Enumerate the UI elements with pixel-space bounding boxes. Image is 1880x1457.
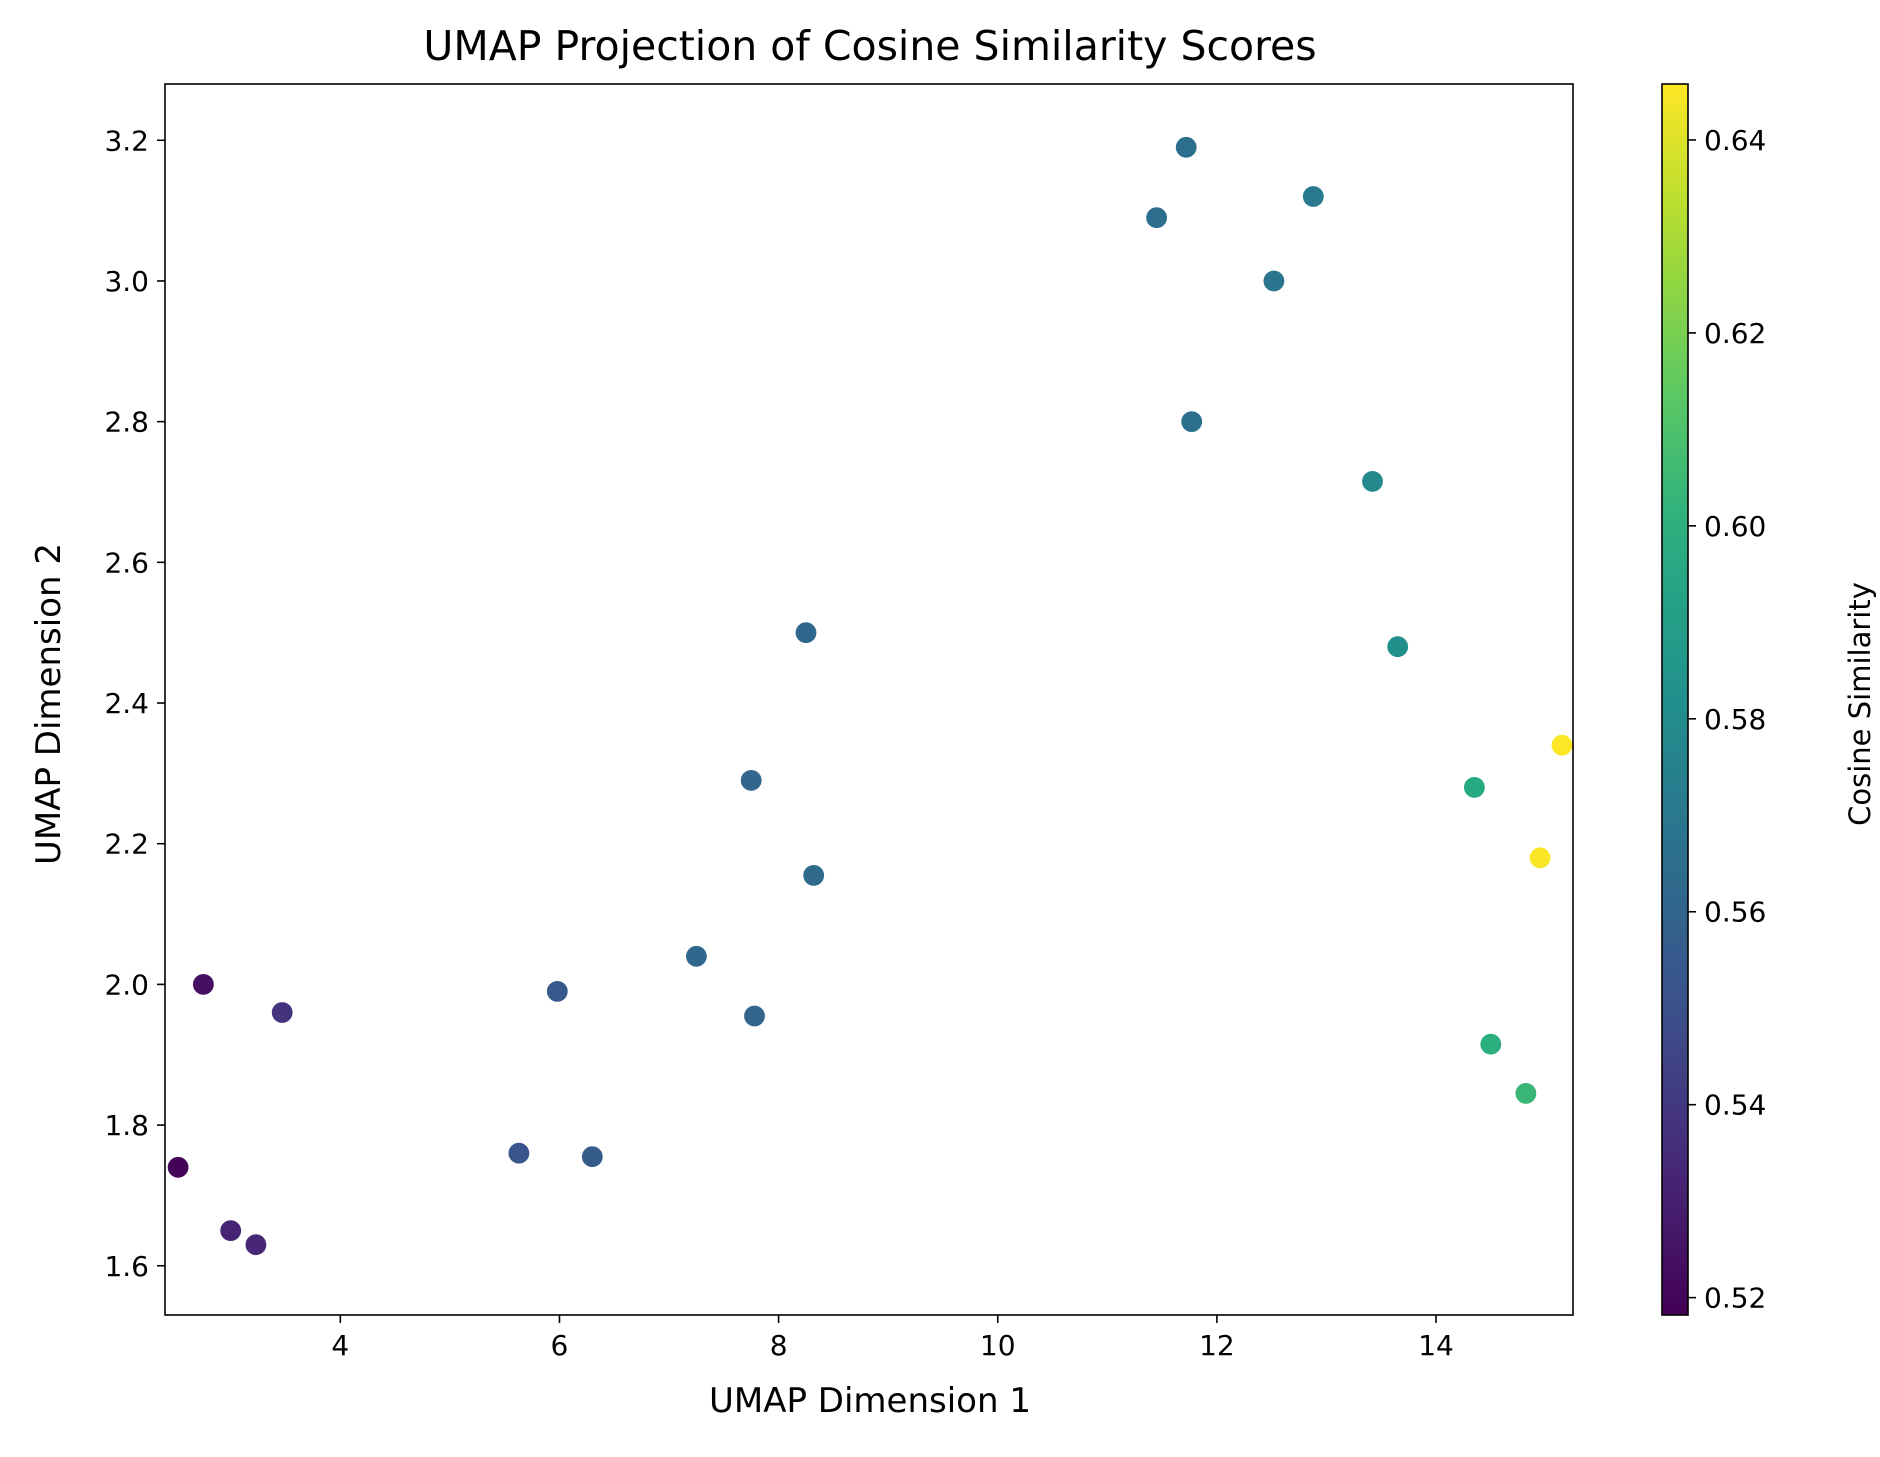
scatter-point xyxy=(219,1218,243,1243)
scatter-point xyxy=(1479,1032,1503,1056)
x-tick-label: 4 xyxy=(331,1329,349,1362)
x-tick-label: 10 xyxy=(980,1329,1016,1362)
scatter-point xyxy=(1180,410,1204,434)
colorbar-tick-label: 0.54 xyxy=(1704,1089,1766,1122)
scatter-point xyxy=(742,1004,767,1028)
scatter-point xyxy=(1360,469,1385,493)
colorbar-gradient xyxy=(1661,83,1689,1316)
scatter-point xyxy=(1550,733,1574,757)
scatter-point xyxy=(1174,135,1198,159)
scatter-point xyxy=(545,979,569,1004)
x-tick-label: 12 xyxy=(1199,1329,1235,1362)
colorbar-tick-label: 0.52 xyxy=(1704,1282,1766,1315)
y-tick-label: 1.6 xyxy=(104,1250,149,1283)
colorbar-title: Cosine Similarity xyxy=(1843,582,1877,826)
scatter-point xyxy=(244,1233,268,1257)
y-tick-label: 1.8 xyxy=(104,1109,149,1142)
scatter-point xyxy=(1514,1081,1538,1106)
scatter-point xyxy=(1462,775,1487,800)
colorbar-tick-label: 0.64 xyxy=(1704,124,1766,157)
colorbar-tick-label: 0.62 xyxy=(1704,317,1766,350)
scatter-point xyxy=(1528,846,1552,870)
scatter-point xyxy=(1144,206,1169,230)
scatter-point xyxy=(802,863,826,888)
scatter-point xyxy=(794,621,818,645)
y-tick-label: 2.8 xyxy=(104,406,149,439)
scatter-point xyxy=(166,1155,190,1179)
y-tick-label: 2.2 xyxy=(104,828,149,861)
plot-area: 4 6 8 10 12 14 1.6 1.8 2.0 2.2 2.4 2.6 2.8 3.0 3.2 xyxy=(104,83,1574,1362)
y-tick-label: 2.6 xyxy=(104,546,149,579)
y-tick-label: 3.2 xyxy=(104,124,149,157)
scatter-point xyxy=(1386,635,1410,659)
x-tick-label: 14 xyxy=(1418,1329,1454,1362)
y-axis-title: UMAP Dimension 2 xyxy=(29,543,69,865)
scatter-point xyxy=(507,1141,531,1165)
colorbar-tick-label: 0.56 xyxy=(1704,896,1766,929)
scatter-point xyxy=(739,768,763,793)
colorbar: 0.52 0.54 0.56 0.58 0.60 0.62 0.64 xyxy=(1661,83,1766,1316)
scatter-point xyxy=(684,944,709,968)
colorbar-tick-label: 0.60 xyxy=(1704,510,1766,543)
y-tick-label: 2.4 xyxy=(104,687,149,720)
scatter-point xyxy=(1301,184,1325,209)
plot-frame xyxy=(164,83,1574,1316)
scatter-point xyxy=(1262,269,1286,293)
scatter-point xyxy=(270,1000,294,1025)
scatter-point xyxy=(191,972,215,997)
x-tick-label: 8 xyxy=(770,1329,788,1362)
y-tick-label: 3.0 xyxy=(104,265,149,298)
scatter-point xyxy=(580,1145,604,1169)
x-tick-label: 6 xyxy=(551,1329,569,1362)
x-axis-title: UMAP Dimension 1 xyxy=(709,1381,1031,1421)
chart-title: UMAP Projection of Cosine Similarity Sco… xyxy=(423,22,1316,70)
y-tick-label: 2.0 xyxy=(104,968,149,1001)
colorbar-tick-label: 0.58 xyxy=(1704,703,1766,736)
